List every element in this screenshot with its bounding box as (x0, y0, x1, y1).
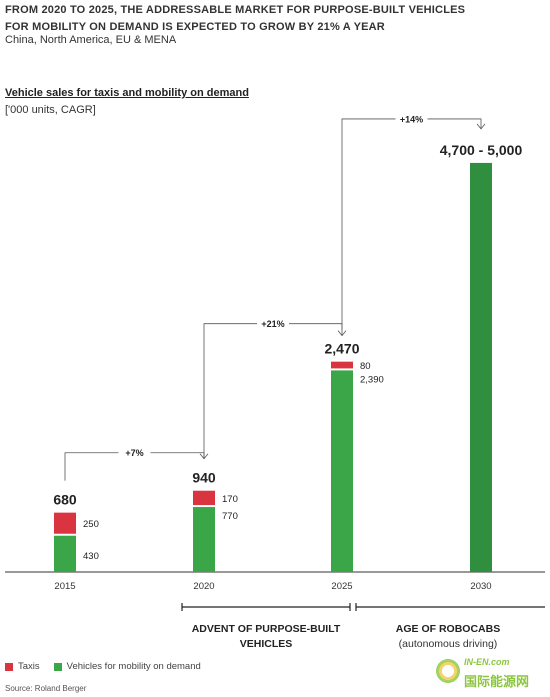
headline-line-1: FROM 2020 TO 2025, THE ADDRESSABLE MARKE… (5, 4, 466, 16)
cagr-label-bg-2025-2030 (395, 111, 428, 126)
watermark: IN-EN.com 国际能源网 (430, 655, 538, 691)
cagr-connector-2020-2025 (203, 323, 343, 459)
bar-mod-2020 (193, 507, 215, 572)
period-label-robocabs-line-1: AGE OF ROBOCABS (396, 623, 500, 635)
legend-label-taxis: Taxis (18, 661, 40, 672)
tick-label-2015: 2015 (54, 581, 75, 592)
tick-label-2020: 2020 (193, 581, 214, 592)
cagr-label-2020-2025: +21% (261, 319, 284, 329)
bar-taxi-2020 (193, 490, 215, 506)
bar-taxi-2015 (54, 512, 76, 534)
unit-label: ['000 units, CAGR] (5, 104, 96, 116)
watermark-logo-icon (434, 657, 462, 685)
tick-label-2030: 2030 (470, 581, 491, 592)
legend-label-mod: Vehicles for mobility on demand (66, 661, 201, 672)
region-subtitle: China, North America, EU & MENA (5, 34, 177, 46)
period-label-robocabs-line-2: (autonomous driving) (399, 638, 498, 650)
cagr-arrow-2020-2025 (337, 330, 347, 337)
chart-title: Vehicle sales for taxis and mobility on … (5, 87, 249, 99)
legend-item-mod: Vehicles for mobility on demand (53, 661, 201, 672)
period-label-advent-line-1: ADVENT OF PURPOSE-BUILT (192, 623, 341, 635)
segment-label-taxi-2025: 80 (360, 361, 371, 372)
total-label-2025: 2,470 (324, 341, 359, 357)
legend: Taxis Vehicles for mobility on demand (5, 661, 215, 672)
bar-mod-2015 (54, 535, 76, 572)
segment-label-mod-2015: 430 (83, 551, 99, 562)
period-label-advent-line-2: VEHICLES (240, 638, 293, 650)
segment-label-mod-2025: 2,390 (360, 374, 384, 385)
segment-label-mod-2020: 770 (222, 511, 238, 522)
cagr-label-bg-2015-2020 (118, 445, 151, 460)
total-label-2030: 4,700 - 5,000 (440, 142, 523, 158)
bar-mod-2025 (331, 370, 353, 572)
tick-label-2025: 2025 (331, 581, 352, 592)
cagr-label-2015-2020: +7% (125, 448, 143, 458)
cagr-arrow-2025-2030 (476, 123, 486, 130)
legend-swatch-taxis (5, 662, 13, 671)
watermark-cn: 国际能源网 (464, 674, 530, 689)
watermark-latin: IN-EN.com (464, 657, 510, 667)
total-label-2015: 680 (53, 492, 77, 508)
bar-taxi-2025 (331, 361, 353, 369)
cagr-label-bg-2020-2025 (257, 316, 289, 331)
cagr-arrow-2015-2020 (199, 453, 209, 460)
source-note: Source: Roland Berger (5, 684, 87, 693)
chart-headline: FROM 2020 TO 2025, THE ADDRESSABLE MARKE… (5, 2, 545, 36)
segment-label-taxi-2015: 250 (83, 519, 99, 530)
legend-item-taxis: Taxis (5, 661, 40, 672)
bar-mod-2030 (470, 162, 492, 573)
legend-swatch-mod (53, 662, 62, 671)
segment-label-taxi-2020: 170 (222, 494, 238, 505)
cagr-label-2025-2030: +14% (400, 114, 423, 124)
headline-line-2: FOR MOBILITY ON DEMAND IS EXPECTED TO GR… (5, 21, 385, 33)
total-label-2020: 940 (192, 470, 216, 486)
